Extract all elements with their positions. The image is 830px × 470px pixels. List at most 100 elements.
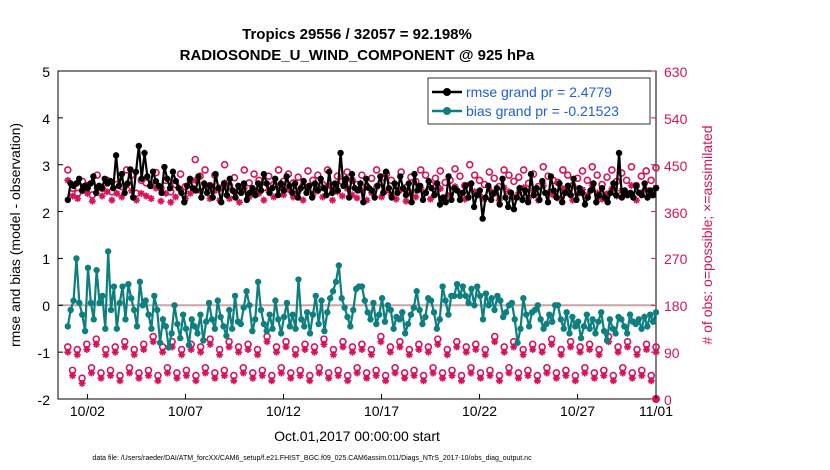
rmse-point (402, 191, 410, 199)
bias-point (367, 316, 374, 323)
rmse-point (644, 194, 651, 201)
obs-assimilated-bias-marker (135, 374, 143, 382)
bias-point (191, 323, 198, 330)
rmse-point (422, 189, 430, 197)
bias-point (303, 309, 311, 316)
rmse-series (64, 142, 660, 222)
obs-assimilated-rmse-marker (402, 197, 410, 205)
obs-assimilated-bias-marker (125, 369, 133, 377)
bias-point (563, 309, 570, 316)
obs-assimilated-rmse-marker (245, 193, 253, 201)
bias-point (171, 302, 178, 309)
obs-assimilated-bias-marker (424, 348, 432, 356)
rmse-point (408, 199, 415, 206)
obs-possible-rmse-marker (583, 176, 592, 185)
bias-point (546, 311, 553, 318)
bias-point (162, 323, 170, 330)
bias-point (468, 285, 475, 293)
bias-point (450, 292, 458, 300)
rmse-point (416, 182, 424, 189)
legend-box (427, 77, 651, 125)
bias-series (64, 248, 660, 351)
obs-assimilated-rmse-marker (270, 193, 278, 201)
obs-assimilated-bias-marker (415, 346, 423, 354)
bias-point (497, 297, 504, 304)
ytick-1: 1 (42, 251, 50, 267)
obs-assimilated-rmse-marker (167, 198, 175, 206)
rmse-point (613, 191, 620, 199)
bias-point (231, 292, 239, 300)
obs-assimilated-rmse-marker (559, 185, 567, 193)
rmse-point (323, 191, 330, 199)
bias-point (84, 264, 92, 271)
bias-point (240, 304, 247, 311)
bias-point (312, 292, 319, 300)
obs-assimilated-bias-marker (467, 369, 475, 377)
bias-point (332, 278, 340, 286)
obs-assimilated-bias-marker (315, 369, 323, 377)
rmse-point (550, 187, 557, 194)
obs-possible-rmse-marker (627, 162, 636, 171)
bias-point (638, 325, 645, 332)
bias-point (427, 297, 435, 304)
obs-possible-rmse-marker (421, 171, 430, 179)
ytick-neg1: -1 (38, 345, 51, 361)
rmse-point (590, 180, 597, 187)
obs-assimilated-bias-marker (396, 343, 404, 351)
rmse-point (283, 173, 290, 180)
rmse-point (496, 201, 503, 208)
bias-point (525, 323, 533, 330)
obs-assimilated-bias-marker (458, 377, 466, 385)
rmse-point (343, 175, 350, 182)
obs-assimilated-bias-marker (453, 343, 461, 351)
obs-assimilated-bias-marker (462, 348, 470, 356)
bias-point (554, 302, 562, 309)
obs-assimilated-bias-marker (533, 377, 541, 385)
obs-assimilated-bias-marker (220, 372, 228, 380)
rmse-point (462, 182, 469, 189)
bias-point (586, 325, 593, 332)
bias-point (502, 309, 510, 316)
obs-assimilated-bias-marker (329, 351, 337, 359)
bias-point (600, 327, 608, 335)
bias-point (283, 299, 291, 307)
bias-point (102, 325, 109, 332)
rmse-point (360, 199, 367, 206)
rmse-point (138, 175, 145, 182)
rmse-point (482, 194, 489, 201)
obs-assimilated-bias-marker (291, 351, 299, 359)
rmse-point (652, 184, 660, 192)
rmse-point (300, 177, 307, 185)
rmse-point (536, 196, 543, 204)
obs-assimilated-bias-marker (586, 346, 594, 354)
rmse-point (141, 149, 148, 157)
rmse-point (419, 196, 427, 204)
data-file-footnote: data file: /Users/raeder/DAI/ATM_forcXX/… (92, 455, 532, 462)
bias-point (185, 341, 193, 349)
rmse-point (505, 203, 512, 211)
bias-point (205, 299, 213, 307)
obs-assimilated-bias-marker (287, 374, 295, 382)
bias-point (338, 295, 345, 302)
bias-point (298, 316, 305, 323)
rmse-point (434, 180, 441, 187)
obs-assimilated-rmse-marker (436, 185, 444, 193)
rmse-point (266, 189, 273, 197)
bias-point (246, 302, 253, 309)
obs-assimilated-bias-marker (519, 351, 527, 359)
bias-point (566, 330, 573, 337)
obs-possible-rmse-marker (622, 176, 631, 185)
rmse-point (593, 199, 600, 206)
rmse-point (169, 168, 177, 175)
obs-assimilated-rmse-marker (279, 191, 287, 199)
rmse-point (541, 189, 549, 197)
obs-assimilated-bias-marker (443, 351, 451, 359)
obs-assimilated-bias-marker (182, 372, 190, 380)
bias-point (263, 327, 270, 335)
obs-assimilated-bias-marker (149, 338, 157, 346)
rmse-point (510, 206, 518, 213)
obs-assimilated-rmse-marker (103, 188, 111, 196)
y2tick-360: 360 (664, 205, 688, 221)
obs-assimilated-bias-marker (481, 351, 489, 359)
